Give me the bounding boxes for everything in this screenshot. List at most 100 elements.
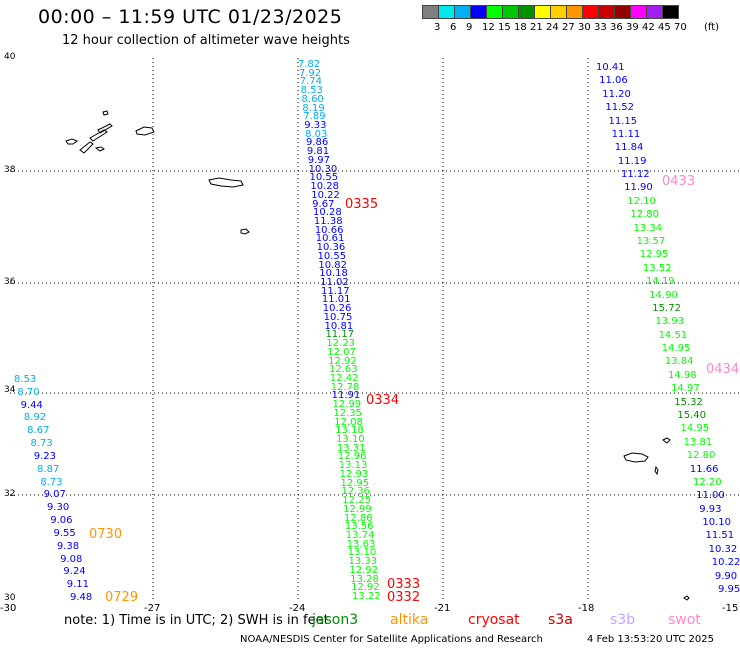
legend-swatch (454, 5, 471, 19)
pass-label: 0729 (105, 590, 139, 605)
satellite-legend-item: swot (668, 612, 701, 628)
island-azores-2 (79, 141, 94, 154)
legend-swatch (486, 5, 503, 19)
track-value: 13.28 (350, 573, 379, 585)
island-madeira (623, 452, 649, 463)
track-value: 11.02 (320, 277, 349, 289)
track-value: 12.07 (327, 346, 356, 358)
track-value: 11.17 (321, 285, 350, 297)
track-value: 14.95 (661, 343, 691, 355)
island-selvagens (683, 595, 690, 601)
legend-label: 39 (626, 22, 639, 33)
pass-label: 0434 (706, 362, 740, 377)
track-value: 9.90 (714, 570, 738, 582)
track-value: 8.03 (305, 128, 328, 140)
track-value: 14.90 (649, 289, 678, 301)
y-axis-label: 38 (4, 165, 16, 175)
track-value: 10.55 (317, 250, 347, 262)
credit-text: NOAA/NESDIS Center for Satellite Applica… (240, 634, 543, 645)
track-value: 11.66 (689, 463, 719, 475)
legend-label: 9 (466, 22, 473, 33)
track-value: 8.19 (302, 102, 325, 114)
track-value: 11.11 (611, 128, 641, 140)
track-value: 12.92 (349, 564, 378, 576)
satellite-legend-item: jason3 (312, 612, 359, 628)
island-desertas (654, 465, 659, 476)
legend-label: 21 (530, 22, 543, 33)
track-value: 10.41 (596, 62, 625, 73)
grid-lines (10, 58, 740, 600)
track-value: 11.84 (614, 142, 644, 154)
track-value: 12.36 (341, 486, 371, 498)
track-value: 13.33 (348, 556, 378, 568)
track-value: 11.06 (599, 75, 628, 87)
track-value: 7.92 (298, 67, 322, 79)
island-azores-5 (94, 146, 105, 152)
track-value: 13.18 (335, 425, 364, 437)
island-santa-maria (240, 228, 250, 235)
track-value: 10.75 (323, 311, 353, 323)
track-value: 8.73 (40, 476, 63, 488)
track-value: 9.44 (20, 399, 43, 411)
track-value: 12.95 (639, 249, 669, 261)
legend-swatch (646, 5, 663, 19)
track-value: 9.95 (718, 584, 740, 595)
island-azores-7 (135, 126, 155, 136)
track-value: 9.38 (56, 540, 80, 552)
track-value: 8.53 (300, 85, 323, 97)
track-value: 8.53 (14, 374, 37, 385)
track-value: 10.28 (313, 207, 342, 219)
legend-swatch (550, 5, 567, 19)
track-value: 12.80 (686, 450, 716, 462)
track-value: 10.82 (318, 259, 347, 271)
track-value: 12.78 (330, 381, 360, 393)
track-value: 12.86 (344, 512, 373, 524)
track-value: 9.81 (306, 146, 330, 158)
track-value: 14.98 (667, 369, 697, 381)
track-value: 11.51 (705, 530, 735, 542)
track-value: 12.99 (332, 399, 362, 411)
legend-swatch (470, 5, 487, 19)
track-value: 11.15 (608, 115, 638, 127)
x-axis-label: -30 (0, 603, 17, 614)
legend-label: 70 (674, 22, 687, 33)
track-value: 11.90 (624, 182, 653, 194)
track-value: 7.89 (303, 111, 326, 123)
track-value: 12.10 (627, 195, 656, 207)
track-value: 9.07 (43, 489, 66, 501)
track-value: 9.67 (312, 198, 335, 210)
track-value: 7.82 (298, 59, 321, 70)
track-value: 11.01 (321, 294, 351, 306)
legend-swatch (598, 5, 615, 19)
track-value: 14.95 (680, 423, 710, 435)
legend-swatch (502, 5, 519, 19)
track-value: 12.92 (328, 355, 357, 367)
island-porto-santo (662, 437, 671, 444)
pass-label: 0730 (89, 527, 123, 542)
track-value: 9.93 (699, 503, 722, 515)
track-value: 9.06 (50, 515, 73, 527)
track-value: 11.91 (331, 390, 361, 402)
track-value: 13.34 (633, 222, 663, 234)
track-value: 10.10 (702, 517, 731, 529)
track-value: 8.92 (23, 412, 47, 424)
track-value: 15.72 (652, 302, 681, 314)
track-value: 10.22 (711, 557, 740, 569)
track-value: 10.22 (311, 189, 340, 201)
legend-label: 42 (642, 22, 655, 33)
legend-swatch (614, 5, 631, 19)
track-value: 12.35 (333, 407, 363, 419)
track-value: 9.48 (70, 592, 93, 603)
track-value: 7.74 (299, 76, 323, 88)
track-value: 10.66 (314, 224, 344, 236)
page-subtitle: 12 hour collection of altimeter wave hei… (62, 33, 350, 48)
legend-label: 30 (578, 22, 591, 33)
color-legend: 3 6 9 12 15 18 21 24 27 30 33 36 39 42 45 70 (ft) (422, 5, 719, 33)
track-value: 12.23 (326, 338, 355, 350)
track-value: 8.70 (17, 386, 40, 398)
satellite-legend-item: s3b (610, 612, 636, 628)
track-value: 10.18 (319, 268, 348, 280)
track-value: 9.97 (307, 154, 330, 166)
x-axis-label: -27 (144, 603, 161, 614)
track-value: 14.51 (658, 329, 688, 341)
